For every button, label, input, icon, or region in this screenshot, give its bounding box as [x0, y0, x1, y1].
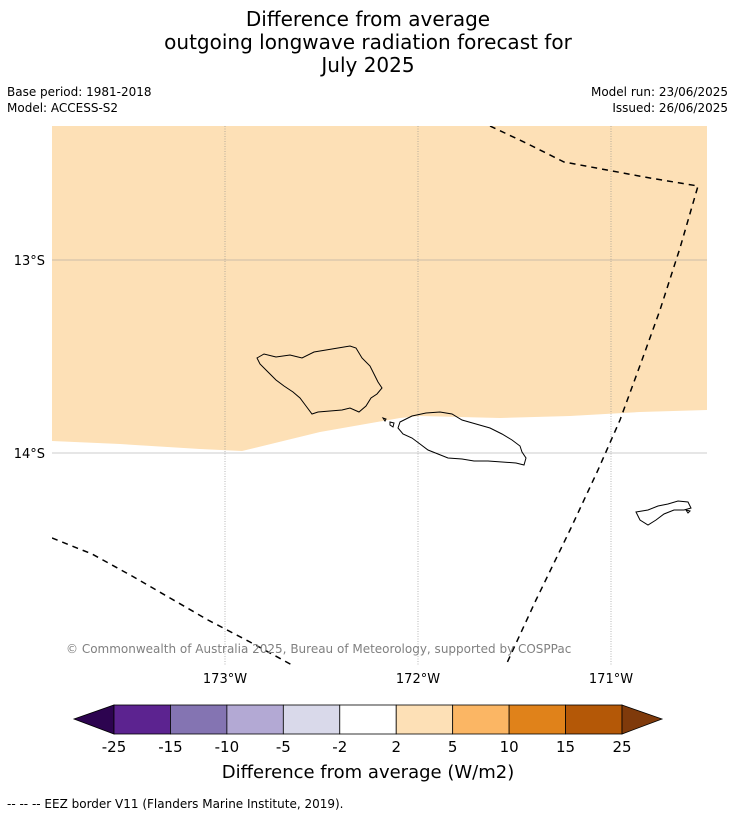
colorbar: -25 -15 -10 -5 -2 2 5 10 15 25 Difference from av… [72, 704, 664, 783]
aunuu-island [684, 509, 691, 514]
meta-left: Base period: 1981-2018 Model: ACCESS-S2 [7, 84, 152, 116]
apolima-island [381, 417, 387, 422]
title-line-3: July 2025 [321, 53, 415, 77]
meta-right: Model run: 23/06/2025 Issued: 26/06/2025 [591, 84, 728, 116]
colorbar-tick-label: -15 [158, 738, 183, 756]
title-line-2: outgoing longwave radiation forecast for [164, 30, 572, 54]
savaii-island [256, 345, 383, 415]
colorbar-segment [452, 704, 510, 735]
colorbar-tick-label: -2 [332, 738, 347, 756]
lat-label-13s: 13°S [14, 254, 45, 269]
colorbar-tick-label: -10 [215, 738, 240, 756]
model-run: Model run: 23/06/2025 [590, 85, 728, 99]
colorbar-segment [339, 704, 397, 735]
issued-date: Issued: 26/06/2025 [612, 101, 728, 115]
copyright-notice: © Commonwealth of Australia 2025, Bureau… [66, 642, 571, 656]
lat-label-14s: 14°S [14, 447, 45, 462]
colorbar-tick-label: -5 [276, 738, 291, 756]
eez-borders [52, 126, 699, 665]
colorbar-tick-label: 10 [500, 738, 519, 756]
lon-label-172w: 172°W [396, 672, 440, 687]
colorbar-tick-label: 15 [556, 738, 575, 756]
colorbar-ticks: -25 -15 -10 -5 -2 2 5 10 15 25 [102, 738, 632, 756]
tutuila-island [635, 500, 692, 526]
map-panel: © Commonwealth of Australia 2025, Bureau… [52, 126, 707, 665]
lon-label-171w: 171°W [589, 672, 633, 687]
colorbar-tick-label: 25 [612, 738, 631, 756]
colorbar-segment [282, 704, 341, 735]
colorbar-segment [226, 704, 284, 735]
upolu-island [397, 411, 527, 466]
title-line-1: Difference from average [245, 7, 491, 31]
colorbar-segment [565, 704, 623, 735]
base-period: Base period: 1981-2018 [7, 85, 152, 99]
colorbar-tick-label: 2 [391, 738, 401, 756]
chart-title: Difference from average outgoing longwav… [0, 8, 736, 77]
colorbar-segments [113, 704, 623, 735]
eez-footnote: -- -- -- EEZ border V11 (Flanders Marine… [7, 797, 344, 811]
lon-label-173w: 173°W [203, 672, 247, 687]
colorbar-segment [113, 704, 171, 735]
colorbar-segment [170, 704, 228, 735]
eez-border-southwest [52, 537, 293, 665]
colorbar-segment [395, 704, 454, 735]
colorbar-segment [508, 704, 566, 735]
colorbar-tick-label: -25 [102, 738, 127, 756]
colorbar-extend-low [72, 704, 115, 735]
colorbar-title: Difference from average (W/m2) [222, 762, 514, 783]
colorbar-tick-label: 5 [448, 738, 458, 756]
anomaly-region-2-to-5 [52, 126, 707, 451]
colorbar-extend-high [621, 704, 664, 735]
model-name: Model: ACCESS-S2 [7, 101, 119, 115]
eez-border-north [489, 126, 699, 665]
manono-island [389, 421, 395, 428]
gridlines [52, 126, 707, 665]
